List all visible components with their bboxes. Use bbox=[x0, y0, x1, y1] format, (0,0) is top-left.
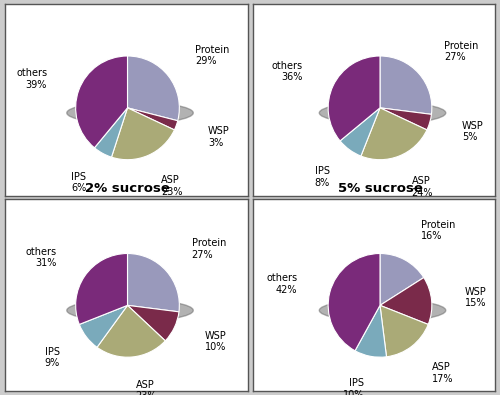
Wedge shape bbox=[328, 254, 380, 351]
Wedge shape bbox=[80, 305, 128, 347]
Wedge shape bbox=[355, 305, 386, 357]
Text: ASP
17%: ASP 17% bbox=[432, 362, 454, 384]
Wedge shape bbox=[128, 56, 180, 121]
Wedge shape bbox=[380, 278, 432, 324]
Ellipse shape bbox=[67, 299, 194, 322]
Wedge shape bbox=[76, 56, 128, 148]
Wedge shape bbox=[76, 254, 128, 324]
Ellipse shape bbox=[320, 102, 446, 124]
Text: others
39%: others 39% bbox=[16, 68, 47, 90]
Text: others
36%: others 36% bbox=[272, 61, 303, 82]
Text: others
42%: others 42% bbox=[266, 273, 298, 295]
Wedge shape bbox=[380, 56, 432, 114]
Text: Protein
27%: Protein 27% bbox=[444, 41, 478, 62]
Wedge shape bbox=[112, 108, 174, 160]
Text: WSP
5%: WSP 5% bbox=[462, 121, 483, 143]
Text: others
31%: others 31% bbox=[26, 246, 57, 268]
Wedge shape bbox=[94, 108, 128, 157]
Wedge shape bbox=[380, 305, 428, 357]
Text: Protein
16%: Protein 16% bbox=[421, 220, 456, 241]
Text: WSP
15%: WSP 15% bbox=[465, 286, 486, 308]
Text: IPS
6%: IPS 6% bbox=[71, 172, 86, 194]
Wedge shape bbox=[361, 108, 427, 160]
Wedge shape bbox=[380, 254, 424, 305]
Text: WSP
3%: WSP 3% bbox=[208, 126, 230, 148]
Text: IPS
8%: IPS 8% bbox=[314, 166, 330, 188]
Wedge shape bbox=[380, 108, 432, 130]
Text: ASP
24%: ASP 24% bbox=[412, 177, 433, 198]
Text: WSP
10%: WSP 10% bbox=[204, 331, 227, 352]
Text: Protein
29%: Protein 29% bbox=[195, 45, 230, 66]
Title: 2% sucrose: 2% sucrose bbox=[85, 182, 170, 194]
Ellipse shape bbox=[67, 102, 194, 124]
Text: IPS
10%: IPS 10% bbox=[342, 378, 364, 395]
Ellipse shape bbox=[320, 299, 446, 322]
Wedge shape bbox=[128, 108, 178, 130]
Wedge shape bbox=[128, 305, 179, 341]
Wedge shape bbox=[128, 254, 180, 312]
Text: IPS
9%: IPS 9% bbox=[45, 347, 60, 369]
Wedge shape bbox=[328, 56, 380, 141]
Text: ASP
23%: ASP 23% bbox=[162, 175, 183, 197]
Wedge shape bbox=[340, 108, 380, 156]
Text: Protein
27%: Protein 27% bbox=[192, 238, 226, 260]
Wedge shape bbox=[97, 305, 166, 357]
Text: ASP
23%: ASP 23% bbox=[136, 380, 157, 395]
Title: 5% sucrose: 5% sucrose bbox=[338, 182, 422, 194]
